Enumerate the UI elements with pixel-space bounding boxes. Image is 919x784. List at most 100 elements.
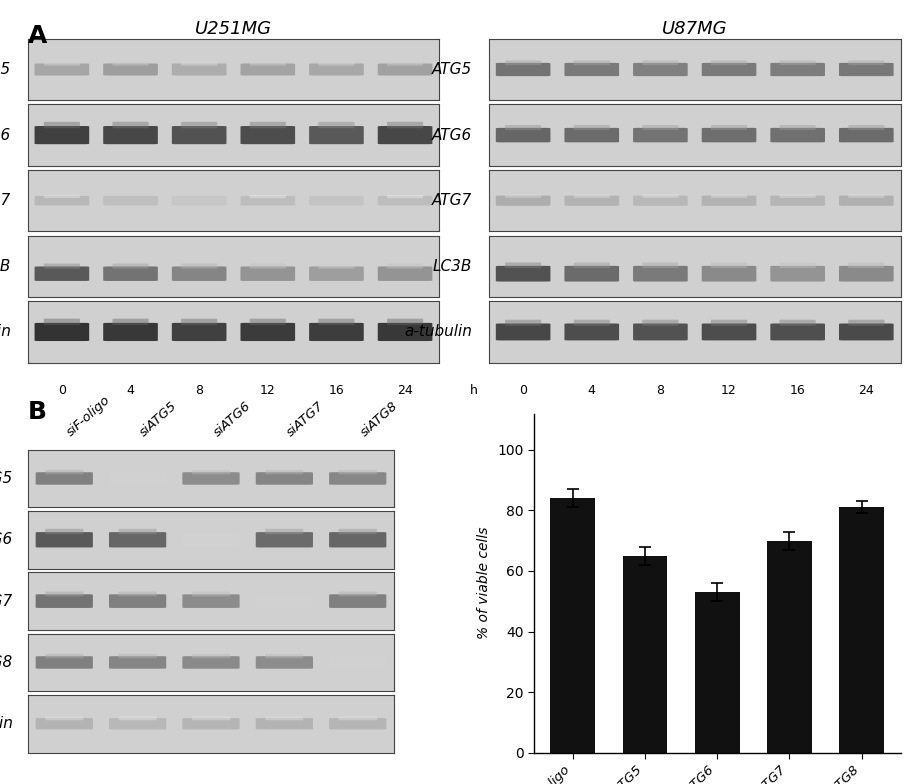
FancyBboxPatch shape xyxy=(329,656,386,669)
Text: ATG5: ATG5 xyxy=(0,62,11,77)
FancyBboxPatch shape xyxy=(318,319,355,325)
FancyBboxPatch shape xyxy=(505,60,541,65)
FancyBboxPatch shape xyxy=(848,125,884,130)
FancyBboxPatch shape xyxy=(36,718,93,729)
FancyBboxPatch shape xyxy=(573,194,610,198)
FancyBboxPatch shape xyxy=(309,196,364,205)
FancyBboxPatch shape xyxy=(329,532,386,547)
FancyBboxPatch shape xyxy=(318,61,355,66)
Text: 16: 16 xyxy=(329,384,345,397)
FancyBboxPatch shape xyxy=(387,194,423,198)
Text: a-tubulin: a-tubulin xyxy=(404,325,472,339)
FancyBboxPatch shape xyxy=(36,532,93,547)
FancyBboxPatch shape xyxy=(779,263,816,268)
FancyBboxPatch shape xyxy=(35,126,89,144)
FancyBboxPatch shape xyxy=(711,263,747,268)
Bar xyxy=(767,541,811,753)
FancyBboxPatch shape xyxy=(182,532,240,547)
FancyBboxPatch shape xyxy=(309,64,364,75)
FancyBboxPatch shape xyxy=(338,717,377,720)
FancyBboxPatch shape xyxy=(250,61,286,66)
FancyBboxPatch shape xyxy=(109,472,166,485)
FancyBboxPatch shape xyxy=(770,128,825,143)
FancyBboxPatch shape xyxy=(255,656,313,669)
Bar xyxy=(695,592,740,753)
FancyBboxPatch shape xyxy=(711,125,747,130)
FancyBboxPatch shape xyxy=(112,122,149,129)
FancyBboxPatch shape xyxy=(505,194,541,198)
FancyBboxPatch shape xyxy=(112,319,149,325)
FancyBboxPatch shape xyxy=(387,263,423,269)
FancyBboxPatch shape xyxy=(36,594,93,608)
FancyBboxPatch shape xyxy=(770,324,825,340)
FancyBboxPatch shape xyxy=(109,656,166,669)
FancyBboxPatch shape xyxy=(250,319,286,325)
FancyBboxPatch shape xyxy=(564,266,619,281)
FancyBboxPatch shape xyxy=(45,470,84,474)
FancyBboxPatch shape xyxy=(564,324,619,340)
FancyBboxPatch shape xyxy=(378,323,432,341)
Bar xyxy=(550,499,596,753)
Text: 12: 12 xyxy=(721,384,737,397)
FancyBboxPatch shape xyxy=(45,529,84,534)
FancyBboxPatch shape xyxy=(250,122,286,129)
FancyBboxPatch shape xyxy=(387,61,423,66)
FancyBboxPatch shape xyxy=(848,263,884,268)
FancyBboxPatch shape xyxy=(309,126,364,144)
FancyBboxPatch shape xyxy=(711,60,747,65)
FancyBboxPatch shape xyxy=(387,122,423,129)
FancyBboxPatch shape xyxy=(241,323,295,341)
FancyBboxPatch shape xyxy=(172,267,226,281)
FancyBboxPatch shape xyxy=(35,196,89,205)
FancyBboxPatch shape xyxy=(573,125,610,130)
Text: U87MG: U87MG xyxy=(662,20,728,38)
FancyBboxPatch shape xyxy=(496,324,550,340)
FancyBboxPatch shape xyxy=(839,128,893,143)
FancyBboxPatch shape xyxy=(633,63,687,76)
Text: siF-oligo: siF-oligo xyxy=(64,394,113,440)
FancyBboxPatch shape xyxy=(711,194,747,198)
FancyBboxPatch shape xyxy=(839,196,893,206)
FancyBboxPatch shape xyxy=(241,64,295,75)
FancyBboxPatch shape xyxy=(564,63,619,76)
FancyBboxPatch shape xyxy=(702,324,756,340)
FancyBboxPatch shape xyxy=(642,320,678,325)
FancyBboxPatch shape xyxy=(119,529,157,534)
Text: 4: 4 xyxy=(127,384,134,397)
FancyBboxPatch shape xyxy=(573,60,610,65)
FancyBboxPatch shape xyxy=(266,470,303,474)
FancyBboxPatch shape xyxy=(241,196,295,205)
FancyBboxPatch shape xyxy=(181,122,217,129)
Text: ATG7: ATG7 xyxy=(432,193,472,209)
Text: 24: 24 xyxy=(397,384,413,397)
FancyBboxPatch shape xyxy=(702,128,756,143)
FancyBboxPatch shape xyxy=(44,263,80,269)
FancyBboxPatch shape xyxy=(633,196,687,206)
Text: 8: 8 xyxy=(195,384,203,397)
Text: siATG8: siATG8 xyxy=(357,400,400,440)
FancyBboxPatch shape xyxy=(839,266,893,281)
FancyBboxPatch shape xyxy=(318,122,355,129)
FancyBboxPatch shape xyxy=(633,128,687,143)
FancyBboxPatch shape xyxy=(182,718,240,729)
Text: ATG5: ATG5 xyxy=(432,62,472,77)
Text: siATG6: siATG6 xyxy=(211,400,254,440)
FancyBboxPatch shape xyxy=(496,128,550,143)
FancyBboxPatch shape xyxy=(119,654,157,659)
FancyBboxPatch shape xyxy=(848,320,884,325)
Text: 0: 0 xyxy=(58,384,66,397)
FancyBboxPatch shape xyxy=(181,61,217,66)
FancyBboxPatch shape xyxy=(181,263,217,269)
Text: siATG7: siATG7 xyxy=(284,400,327,440)
FancyBboxPatch shape xyxy=(642,263,678,268)
FancyBboxPatch shape xyxy=(633,324,687,340)
FancyBboxPatch shape xyxy=(779,194,816,198)
FancyBboxPatch shape xyxy=(702,63,756,76)
Y-axis label: % of viable cells: % of viable cells xyxy=(478,527,492,639)
FancyBboxPatch shape xyxy=(633,266,687,281)
FancyBboxPatch shape xyxy=(192,717,230,720)
FancyBboxPatch shape xyxy=(192,470,230,474)
FancyBboxPatch shape xyxy=(35,267,89,281)
FancyBboxPatch shape xyxy=(36,472,93,485)
FancyBboxPatch shape xyxy=(241,267,295,281)
